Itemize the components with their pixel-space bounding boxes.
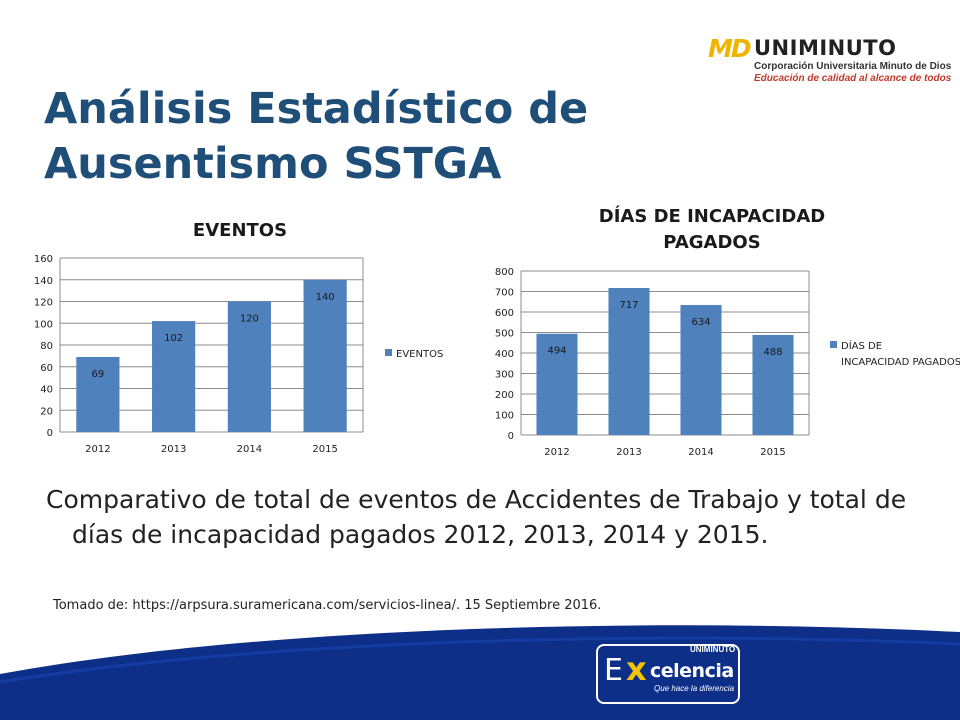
x-tick-label: 2015 [760, 447, 785, 458]
eventos-chart: EVENTOS 0 20 40 60 80 100 120 140 160 69 2012 102 201… [34, 220, 443, 455]
x-tick-label: 2012 [544, 447, 569, 458]
dias-incapacidad-chart: DÍAS DE INCAPACIDAD PAGADOS 0 100 200 300 400 5… [495, 205, 960, 458]
chart-title: DÍAS DE INCAPACIDAD [599, 205, 825, 227]
legend-swatch [830, 341, 837, 348]
data-label: 634 [691, 317, 710, 328]
y-tick-label: 20 [40, 406, 53, 417]
x-tick-label: 2015 [312, 444, 337, 455]
source-citation: Tomado de: https://arpsura.suramericana.… [53, 598, 602, 613]
x-tick-label: 2013 [161, 444, 186, 455]
chart-title: EVENTOS [193, 220, 287, 241]
badge-x: x [626, 650, 647, 688]
y-tick-label: 200 [495, 390, 514, 401]
y-tick-label: 500 [495, 329, 514, 340]
slide-title: Análisis Estadístico de Ausentismo SSTGA [44, 84, 589, 189]
bar [227, 301, 271, 432]
y-tick-label: 700 [495, 288, 514, 299]
x-tick-label: 2012 [85, 444, 110, 455]
y-tick-label: 120 [34, 298, 53, 309]
y-tick-label: 0 [508, 431, 514, 442]
data-label: 120 [240, 314, 259, 325]
bar [303, 279, 347, 432]
badge-initial: E [604, 653, 623, 688]
legend-swatch [385, 349, 392, 356]
legend-label: EVENTOS [396, 349, 443, 360]
data-label: 488 [763, 347, 782, 358]
bar [152, 321, 196, 432]
y-tick-label: 600 [495, 308, 514, 319]
comparison-text: Comparativo de total de eventos de Accid… [46, 485, 907, 549]
legend-label: DÍAS DE [841, 339, 882, 352]
uniminuto-logo: MD UNIMINUTO Corporación Universitaria M… [708, 30, 951, 88]
badge-tagline: Que hace la diferencia [654, 684, 735, 693]
bottom-band [0, 625, 960, 720]
y-tick-label: 160 [34, 254, 53, 265]
x-tick-label: 2014 [237, 444, 262, 455]
y-tick-label: 100 [34, 319, 53, 330]
badge-top: UNIMINUTO [690, 645, 736, 654]
y-tick-label: 140 [34, 276, 53, 287]
y-tick-label: 0 [47, 428, 53, 439]
logo-mark: MD [708, 34, 752, 63]
y-tick-label: 400 [495, 349, 514, 360]
y-tick-label: 300 [495, 370, 514, 381]
bar [608, 288, 650, 435]
bar [76, 356, 120, 432]
bar [680, 305, 722, 435]
x-tick-label: 2013 [616, 447, 641, 458]
excelencia-badge: UNIMINUTO E x celencia Que hace la difer… [596, 644, 740, 704]
y-tick-label: 800 [495, 267, 514, 278]
legend-label: INCAPACIDAD PAGADOS [841, 357, 960, 368]
data-label: 69 [92, 369, 105, 380]
logo-tagline: Educación de calidad al alcance de todos [754, 73, 952, 84]
x-tick-label: 2014 [688, 447, 713, 458]
chart-title: PAGADOS [663, 232, 760, 253]
bar [536, 333, 578, 435]
data-label: 140 [316, 292, 335, 303]
data-label: 717 [619, 300, 638, 311]
data-label: 494 [547, 346, 566, 357]
y-tick-label: 100 [495, 411, 514, 422]
y-tick-label: 80 [40, 341, 53, 352]
bar [752, 334, 794, 435]
logo-brand: UNIMINUTO [754, 36, 897, 60]
data-label: 102 [164, 333, 183, 344]
badge-word: celencia [650, 660, 734, 682]
y-tick-label: 60 [40, 363, 53, 374]
y-tick-label: 40 [40, 385, 53, 396]
logo-subtitle: Corporación Universitaria Minuto de Dios [754, 61, 952, 72]
